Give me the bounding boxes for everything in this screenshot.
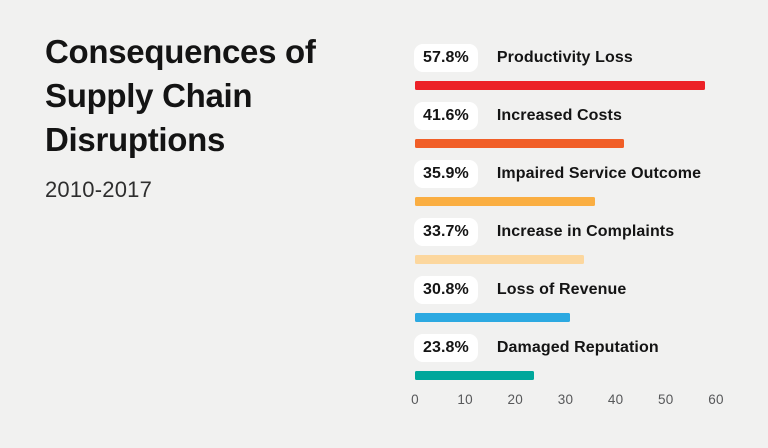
chart-row: 33.7% Increase in Complaints [414, 218, 724, 264]
bar [415, 197, 596, 206]
row-head: 33.7% Increase in Complaints [414, 218, 724, 246]
x-axis-tick-label: 40 [607, 392, 624, 407]
chart-row: 30.8% Loss of Revenue [414, 276, 724, 322]
chart-row: 35.9% Impaired Service Outcome [414, 160, 724, 206]
category-label: Increase in Complaints [496, 223, 675, 240]
value-badge: 57.8% [414, 44, 478, 72]
x-axis-tick-label: 30 [557, 392, 574, 407]
row-head: 30.8% Loss of Revenue [414, 276, 724, 304]
category-label: Impaired Service Outcome [496, 165, 702, 182]
x-axis-tick-label: 50 [657, 392, 674, 407]
x-axis-tick-label: 10 [457, 392, 473, 407]
value-badge: 30.8% [414, 276, 478, 304]
value-badge: 33.7% [414, 218, 478, 246]
chart-row: 23.8% Damaged Reputation [414, 334, 724, 380]
bar [415, 81, 705, 90]
chart-row: 57.8% Productivity Loss [414, 44, 724, 90]
chart-row: 41.6% Increased Costs [414, 102, 724, 148]
subtitle-years: 2010-2017 [45, 177, 153, 202]
x-axis-tick-label: 60 [708, 392, 724, 407]
row-head: 57.8% Productivity Loss [414, 44, 724, 72]
header: Consequences of Supply Chain Disruptions 2… [45, 30, 385, 203]
chart-rows: 57.8% Productivity Loss 41.6% Increased … [414, 44, 724, 380]
x-axis-tick-label: 0 [411, 392, 419, 407]
x-axis: 0 10 20 30 40 50 60 [411, 392, 724, 408]
x-axis-tick-label: 20 [507, 392, 524, 407]
row-head: 23.8% Damaged Reputation [414, 334, 724, 362]
value-badge: 35.9% [414, 160, 478, 188]
bar [415, 139, 624, 148]
row-head: 41.6% Increased Costs [414, 102, 724, 130]
category-label: Damaged Reputation [496, 339, 659, 356]
row-head: 35.9% Impaired Service Outcome [414, 160, 724, 188]
title-line-3: Disruptions [45, 121, 226, 158]
category-label: Increased Costs [496, 107, 622, 124]
category-label: Productivity Loss [496, 49, 633, 66]
value-badge: 41.6% [414, 102, 478, 130]
bar [415, 255, 585, 264]
title-line-2: Supply Chain [45, 77, 253, 114]
bar-chart: 57.8% Productivity Loss 41.6% Increased … [411, 44, 724, 408]
bar [415, 371, 535, 380]
category-label: Loss of Revenue [496, 281, 627, 298]
value-badge: 23.8% [414, 334, 478, 362]
title-line-1: Consequences of [45, 33, 316, 70]
page-title: Consequences of Supply Chain Disruptions [45, 30, 385, 162]
bar [415, 313, 570, 322]
